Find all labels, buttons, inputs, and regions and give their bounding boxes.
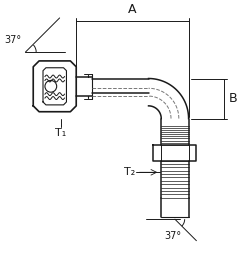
Text: 37°: 37° (164, 231, 181, 241)
Text: 37°: 37° (4, 35, 22, 45)
Text: A: A (128, 3, 137, 16)
Text: T₂: T₂ (124, 167, 135, 177)
Text: B: B (229, 92, 237, 105)
Text: T₁: T₁ (55, 128, 66, 138)
